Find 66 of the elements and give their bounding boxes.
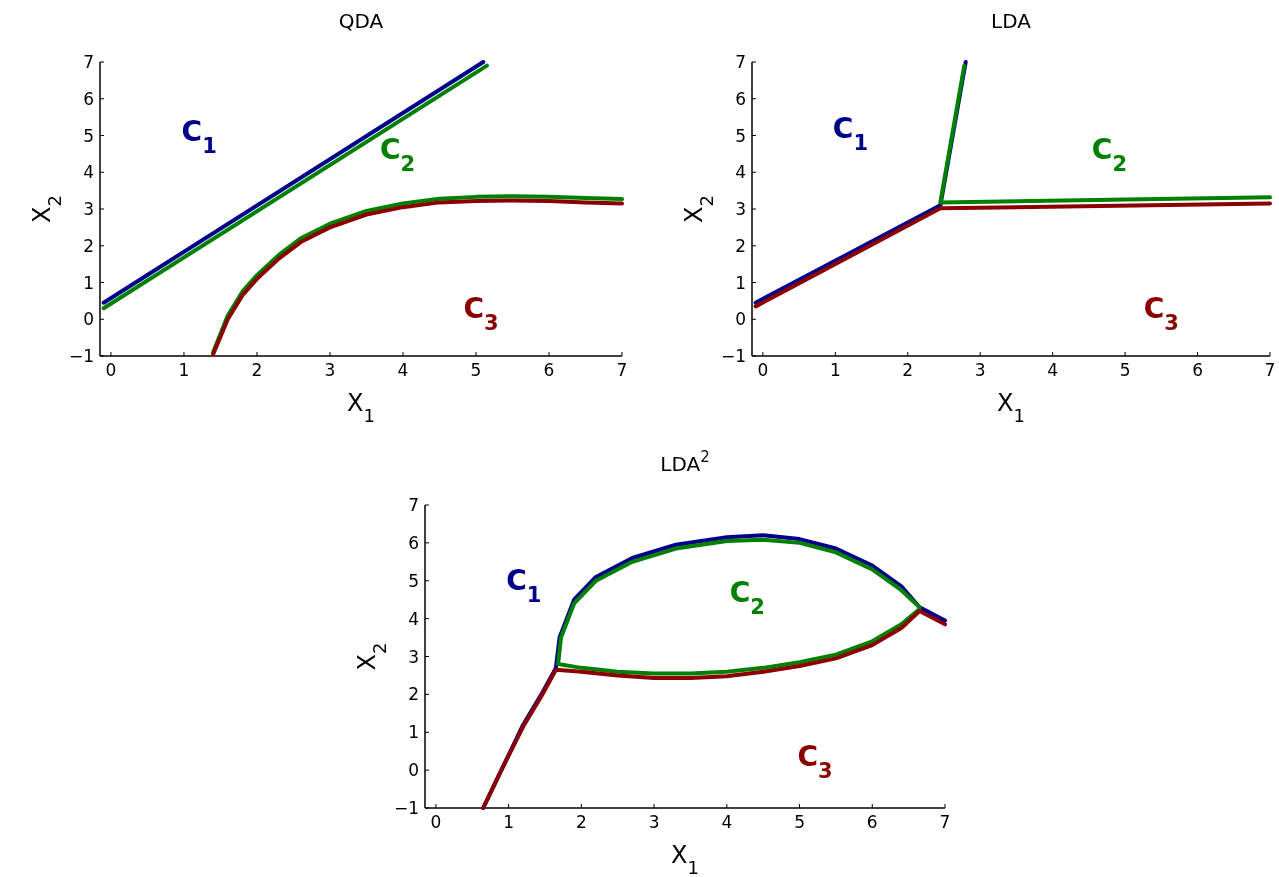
x-tick-label: 3	[324, 360, 336, 380]
x-tick-label: 0	[757, 360, 769, 380]
y-tick-label: 3	[408, 646, 419, 667]
y-tick-label: 3	[83, 199, 94, 219]
x-tick-label: 1	[503, 812, 515, 832]
annotation: C$_{1}$	[506, 563, 542, 607]
x-tick-label: 4	[721, 812, 733, 832]
x-axis-title: X$_{1}$	[347, 389, 375, 426]
x-tick-label: 6	[866, 812, 878, 832]
y-tick-label: 3	[735, 199, 746, 219]
x-tick-label: 0	[105, 360, 117, 380]
annotation: C$_{3}$	[797, 739, 833, 783]
x-tick-label: 7	[616, 360, 628, 380]
y-tick-label: 2	[735, 235, 746, 256]
chart-title: LDA$^{2}$	[660, 448, 710, 476]
y-tick-label: 1	[408, 722, 419, 743]
y-tick-label: 6	[735, 88, 746, 109]
y-tick-label: 2	[408, 684, 419, 705]
y-tick-label: 0	[735, 309, 746, 330]
y-tick-label: 7	[735, 52, 746, 72]
line-series	[556, 537, 922, 676]
y-tick-label: 4	[83, 162, 94, 183]
y-tick-label: 2	[83, 235, 94, 256]
x-axis-title: X$_{1}$	[671, 841, 699, 877]
y-tick-label: 4	[408, 608, 419, 629]
x-tick-label: 5	[1119, 360, 1131, 380]
annotation: C$_{1}$	[181, 115, 217, 159]
y-tick-label: 5	[408, 570, 419, 591]
x-tick-label: 7	[1264, 360, 1276, 380]
y-tick-label: 7	[83, 52, 94, 72]
annotation: C$_{2}$	[379, 133, 416, 177]
x-tick-label: 0	[430, 812, 442, 832]
x-tick-label: 7	[939, 812, 951, 832]
x-tick-label: 2	[902, 360, 914, 380]
annotation: C$_{3}$	[1143, 291, 1179, 335]
x-tick-label: 1	[178, 360, 190, 380]
y-tick-label: −1	[68, 346, 94, 366]
x-tick-label: 6	[1192, 360, 1203, 380]
y-tick-label: 0	[83, 309, 94, 330]
chart-title: QDA	[338, 9, 384, 33]
annotation: C$_{2}$	[1091, 133, 1128, 177]
annotation: C$_{1}$	[832, 112, 869, 156]
x-tick-label: 3	[974, 360, 986, 380]
x-axis-title: X$_{1}$	[997, 389, 1025, 426]
x-tick-label: 5	[470, 360, 482, 380]
y-tick-label: 0	[408, 760, 419, 781]
y-tick-label: 7	[408, 495, 419, 515]
x-tick-label: 1	[829, 360, 841, 380]
x-tick-label: 2	[251, 360, 263, 380]
y-tick-label: 1	[735, 272, 746, 293]
chart-title: LDA	[991, 9, 1032, 33]
y-tick-label: −1	[393, 798, 419, 818]
x-tick-label: 3	[648, 812, 660, 832]
y-tick-label: 4	[735, 162, 746, 183]
y-tick-label: 5	[735, 125, 746, 146]
y-tick-label: 6	[83, 88, 94, 109]
x-tick-label: 4	[1047, 360, 1059, 380]
annotation: C$_{2}$	[729, 575, 765, 619]
y-tick-label: 5	[83, 125, 94, 146]
x-tick-label: 2	[575, 812, 587, 832]
x-tick-label: 6	[543, 360, 555, 380]
y-tick-label: 6	[408, 532, 419, 553]
x-tick-label: 5	[794, 812, 805, 832]
y-tick-label: 1	[83, 272, 94, 293]
y-tick-label: −1	[720, 346, 746, 366]
annotation: C$_{3}$	[463, 291, 499, 335]
